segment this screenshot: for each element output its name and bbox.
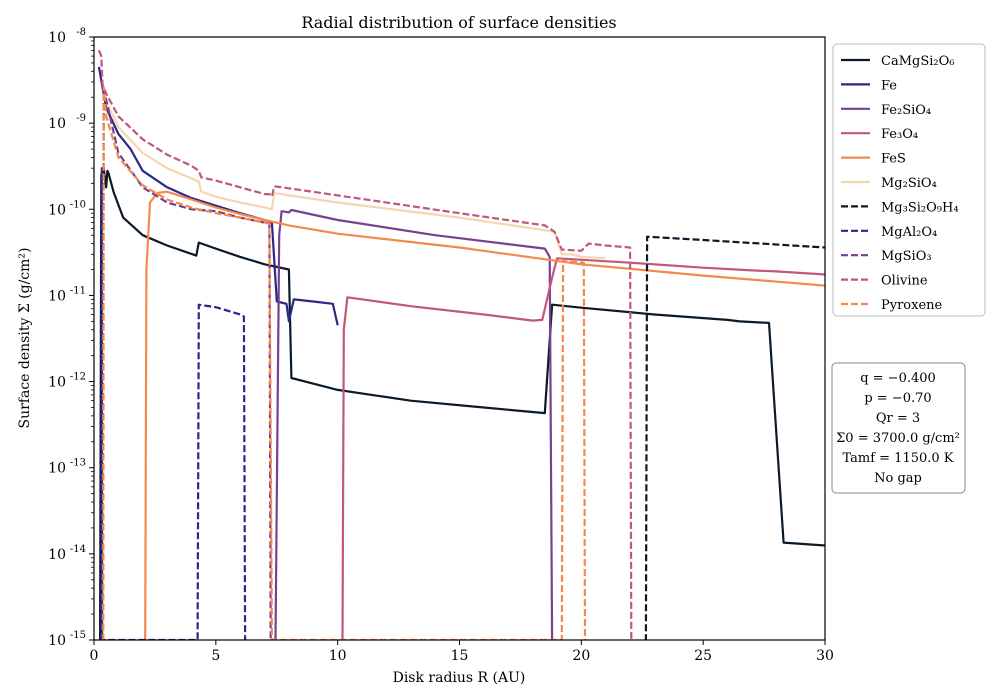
parameter-line: No gap bbox=[874, 471, 922, 486]
y-tick-label: 10 bbox=[48, 375, 66, 391]
series-line-fe2sio4 bbox=[271, 208, 554, 640]
y-tick-exponent: -12 bbox=[70, 372, 86, 383]
legend-label-fe: Fe bbox=[881, 78, 897, 93]
legend-label-fe2sio4: Fe₂SiO₄ bbox=[881, 103, 931, 118]
legend-label-fes: FeS bbox=[881, 152, 906, 167]
y-axis: 10 -15 10 -14 10 -13 10 -12 10 -11 10 -10 10 -9 10 -8 bbox=[48, 27, 94, 649]
parameter-line: Qr = 3 bbox=[876, 411, 920, 426]
y-tick-exponent: -15 bbox=[70, 630, 86, 641]
legend: CaMgSi₂O₆ Fe Fe₂SiO₄ Fe₃O₄ FeS Mg₂SiO₄ Mg₃Si₂O… bbox=[832, 43, 986, 317]
y-tick-exponent: -13 bbox=[70, 458, 86, 469]
legend-frame bbox=[832, 43, 986, 317]
parameter-line: Tamf = 1150.0 K bbox=[842, 451, 953, 466]
parameter-box-frame bbox=[831, 362, 966, 494]
x-tick-label: 25 bbox=[694, 648, 712, 664]
y-tick-exponent: -8 bbox=[76, 27, 86, 38]
y-tick-label: 10 bbox=[48, 288, 66, 304]
legend-label-camgsi2o6: CaMgSi₂O₆ bbox=[881, 54, 954, 69]
series-line-fes bbox=[144, 190, 825, 640]
series-line-fe3o4 bbox=[341, 257, 825, 640]
y-tick-label: 10 bbox=[48, 30, 66, 46]
parameter-box: q = −0.400 p = −0.70 Qr = 3 Σ0 = 3700.0 g/c… bbox=[831, 362, 966, 494]
series-line-pyroxene bbox=[102, 86, 587, 640]
y-tick-exponent: -9 bbox=[76, 113, 86, 124]
legend-label-mgal2o4: MgAl₂O₄ bbox=[881, 225, 937, 240]
x-tick-label: 15 bbox=[451, 648, 469, 664]
y-tick-exponent: -10 bbox=[70, 199, 86, 210]
x-tick-label: 0 bbox=[90, 648, 99, 664]
parameter-line: p = −0.70 bbox=[864, 391, 931, 406]
parameter-line: q = −0.400 bbox=[860, 371, 936, 386]
series-line-mg2sio4 bbox=[102, 96, 606, 260]
series-line-mgal2o4 bbox=[100, 167, 247, 640]
series-line-fe bbox=[97, 66, 339, 326]
x-tick-label: 30 bbox=[816, 648, 834, 664]
legend-label-fe3o4: Fe₃O₄ bbox=[881, 127, 918, 142]
x-tick-label: 5 bbox=[211, 648, 220, 664]
legend-label-mg2sio4: Mg₂SiO₄ bbox=[881, 176, 937, 191]
legend-label-olivine: Olivine bbox=[881, 274, 928, 289]
y-tick-label: 10 bbox=[48, 202, 66, 218]
y-tick-label: 10 bbox=[48, 633, 66, 649]
series-line-mgsio3 bbox=[101, 87, 272, 640]
x-tick-label: 10 bbox=[329, 648, 347, 664]
parameter-line: Σ0 = 3700.0 g/cm² bbox=[836, 431, 960, 446]
x-axis-title: Disk radius R (AU) bbox=[393, 670, 526, 686]
legend-label-mg3si2o9h4: Mg₃Si₂O₉H₄ bbox=[881, 200, 959, 215]
plot-frame bbox=[93, 36, 826, 641]
y-axis-title: Surface density Σ (g/cm²) bbox=[17, 248, 33, 429]
series-line-camgsi2o6 bbox=[99, 167, 825, 640]
y-tick-label: 10 bbox=[48, 461, 66, 477]
y-tick-label: 10 bbox=[48, 547, 66, 563]
y-tick-exponent: -14 bbox=[70, 544, 86, 555]
chart-title: Radial distribution of surface densities bbox=[301, 13, 616, 32]
series-layer bbox=[97, 49, 825, 640]
series-line-mg3si2o9h4 bbox=[644, 235, 825, 640]
x-axis: 0 5 10 15 20 25 30 bbox=[90, 640, 834, 664]
plot-area bbox=[93, 36, 826, 641]
y-tick-label: 10 bbox=[48, 116, 66, 132]
x-tick-label: 20 bbox=[572, 648, 590, 664]
y-tick-exponent: -11 bbox=[70, 285, 86, 296]
series-line-olivine bbox=[97, 49, 633, 640]
legend-label-mgsio3: MgSiO₃ bbox=[881, 249, 932, 264]
legend-label-pyroxene: Pyroxene bbox=[881, 298, 943, 313]
